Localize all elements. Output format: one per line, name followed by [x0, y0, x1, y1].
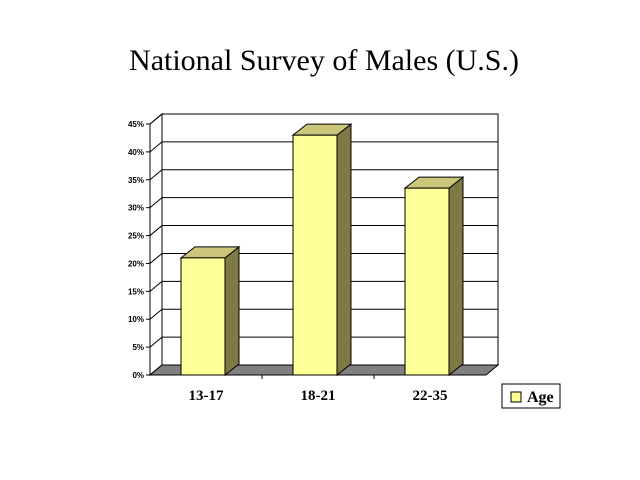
y-tick-label: 10% — [128, 315, 144, 324]
x-tick-label: 13-17 — [189, 388, 224, 404]
y-tick-label: 5% — [132, 343, 144, 352]
y-tick-label: 15% — [128, 287, 144, 296]
bar-front — [180, 257, 226, 376]
gridline-diag — [149, 113, 163, 125]
bar-side — [448, 176, 464, 377]
gridline-diag — [149, 225, 163, 236]
y-tick-label: 40% — [128, 148, 144, 157]
gridline-diag — [149, 141, 163, 153]
legend: Age — [501, 383, 561, 409]
gridline-diag — [149, 280, 163, 292]
side-wall — [149, 112, 163, 377]
bars — [179, 123, 465, 377]
y-tick-label: 30% — [128, 204, 144, 213]
y-tick-label: 35% — [128, 176, 144, 185]
bar — [403, 176, 465, 377]
bar-side — [336, 123, 352, 377]
bar — [291, 123, 353, 377]
y-tick-label: 0% — [132, 371, 144, 380]
y-tick-label: 25% — [128, 232, 144, 241]
x-axis-labels: 13-17 18-21 22-35 — [189, 388, 448, 404]
gridline-diag — [149, 169, 163, 181]
x-tick-label: 18-21 — [301, 388, 336, 404]
gridline-diag — [149, 336, 163, 348]
y-tick-label: 20% — [128, 259, 144, 268]
bar-front — [292, 134, 338, 376]
chart-title: National Survey of Males (U.S.) — [129, 44, 519, 77]
x-tick-label: 22-35 — [413, 388, 448, 404]
bar-side — [224, 245, 240, 377]
y-tick-label: 45% — [128, 120, 144, 129]
gridline-diag — [149, 197, 163, 209]
gridline-diag — [149, 253, 163, 264]
bar-front — [404, 187, 450, 376]
bar — [179, 245, 241, 377]
gridline-diag — [149, 308, 163, 320]
legend-label: Age — [527, 389, 554, 406]
legend-swatch — [510, 391, 522, 403]
